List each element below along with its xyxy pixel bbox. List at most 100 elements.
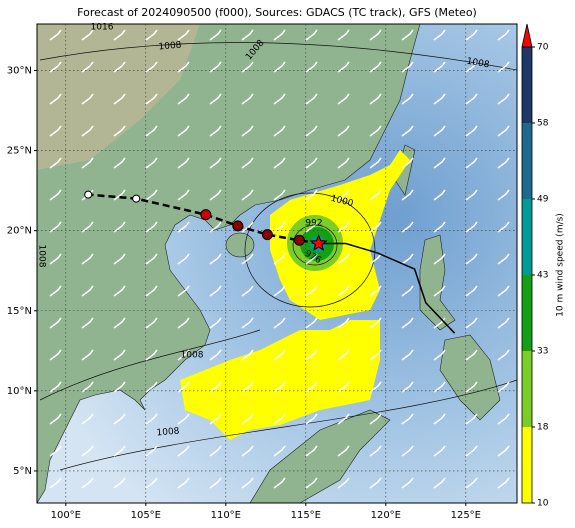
barb [465, 349, 478, 361]
barb [465, 445, 478, 457]
barb [81, 445, 94, 457]
forecast-position [200, 209, 212, 221]
colorbar-segment [522, 427, 532, 503]
barb [145, 477, 158, 489]
barb [177, 285, 190, 297]
y-tick-label: 25°N [7, 146, 32, 157]
y-tick-label: 30°N [7, 65, 32, 76]
barb [273, 61, 286, 73]
barb [145, 157, 158, 169]
barb [465, 285, 478, 297]
barb [337, 221, 350, 233]
barb [273, 381, 286, 393]
barb [145, 317, 158, 329]
contour-label: 1008 [466, 57, 491, 71]
barb [369, 253, 382, 265]
barb [401, 125, 414, 137]
barb [81, 285, 94, 297]
barb [273, 29, 286, 41]
barb [209, 93, 222, 105]
barb [497, 317, 510, 329]
barb [433, 349, 446, 361]
barb [177, 189, 190, 201]
barb [369, 477, 382, 489]
barb [209, 317, 222, 329]
barb [497, 413, 510, 425]
barb [497, 445, 510, 457]
barb [145, 189, 158, 201]
chart-title: Forecast of 2024090500 (f000), Sources: … [77, 6, 477, 19]
barb [401, 93, 414, 105]
barb [497, 477, 510, 489]
barb [401, 285, 414, 297]
barb [369, 157, 382, 169]
barb [113, 285, 126, 297]
barb [145, 125, 158, 137]
barb [273, 93, 286, 105]
barb [401, 445, 414, 457]
barb [401, 189, 414, 201]
barb [433, 445, 446, 457]
contour-label: 1008 [156, 426, 180, 438]
barb [273, 221, 286, 233]
barb [465, 381, 478, 393]
barb [49, 93, 62, 105]
barb [433, 189, 446, 201]
barb [401, 61, 414, 73]
borneo [249, 409, 391, 503]
barb [401, 253, 414, 265]
barb [433, 221, 446, 233]
barb [401, 381, 414, 393]
forecast-position [232, 220, 244, 232]
barb [305, 61, 318, 73]
barb [337, 445, 350, 457]
barb [241, 221, 254, 233]
barb [177, 413, 190, 425]
barb [337, 477, 350, 489]
barb [337, 61, 350, 73]
barb [145, 349, 158, 361]
barb [81, 413, 94, 425]
barb [241, 125, 254, 137]
barb [401, 477, 414, 489]
barb [337, 349, 350, 361]
barb [209, 349, 222, 361]
barb [241, 253, 254, 265]
colorbar-tick-label: 70 [537, 43, 549, 53]
barb [177, 349, 190, 361]
barb [305, 189, 318, 201]
barb [497, 189, 510, 201]
barb [433, 125, 446, 137]
barb [81, 253, 94, 265]
barb [145, 93, 158, 105]
barb [209, 477, 222, 489]
barb [113, 157, 126, 169]
barb [241, 285, 254, 297]
barb [433, 157, 446, 169]
colorbar-tick-label: 49 [537, 195, 549, 205]
barb [177, 29, 190, 41]
barb [497, 221, 510, 233]
barb [465, 189, 478, 201]
barb [369, 445, 382, 457]
barb [369, 317, 382, 329]
colorbar-tick-label: 18 [537, 423, 549, 433]
barb [497, 285, 510, 297]
x-tick-label: 100°E [51, 510, 81, 521]
x-tick-label: 120°E [371, 510, 401, 521]
barb [433, 253, 446, 265]
contour-label: 1008 [37, 245, 47, 268]
barb [145, 61, 158, 73]
barb [273, 413, 286, 425]
barb [433, 285, 446, 297]
barb [209, 189, 222, 201]
barb [369, 349, 382, 361]
barb [145, 29, 158, 41]
barb [241, 381, 254, 393]
barb [497, 157, 510, 169]
barb [305, 93, 318, 105]
barb [209, 285, 222, 297]
barb [177, 157, 190, 169]
forecast-position [132, 194, 141, 203]
barb [241, 157, 254, 169]
